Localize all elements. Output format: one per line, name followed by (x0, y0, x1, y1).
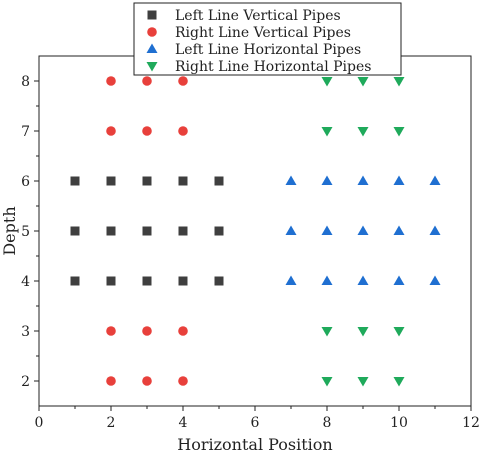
data-point-series-3 (393, 377, 405, 387)
data-point-series-0 (178, 226, 188, 236)
data-point-series-2 (285, 225, 297, 235)
data-point-series-2 (429, 175, 441, 185)
y-tick-label: 8 (21, 74, 30, 90)
legend-marker-1 (147, 27, 157, 37)
data-point-series-2 (321, 225, 333, 235)
data-point-series-3 (357, 377, 369, 387)
data-point-series-0 (70, 276, 80, 286)
data-point-series-0 (106, 176, 116, 186)
x-tick-label: 2 (107, 415, 116, 431)
data-point-series-0 (70, 226, 80, 236)
legend-marker-3 (146, 62, 158, 72)
data-point-series-2 (429, 275, 441, 285)
data-point-series-0 (214, 226, 224, 236)
data-point-series-0 (106, 276, 116, 286)
legend-label-3: Right Line Horizontal Pipes (175, 59, 371, 75)
data-point-series-3 (321, 327, 333, 337)
y-axis-title: Depth (0, 206, 19, 255)
data-point-series-0 (106, 226, 116, 236)
data-point-series-1 (142, 126, 152, 136)
x-tick-label: 8 (323, 415, 332, 431)
axes: 0 2 4 6 8 10 12 2 3 4 5 6 7 8 (21, 74, 480, 431)
data-point-series-1 (142, 76, 152, 86)
data-point-series-1 (142, 376, 152, 386)
data-point-series-3 (357, 327, 369, 337)
data-point-series-1 (178, 326, 188, 336)
data-point-series-0 (214, 276, 224, 286)
data-point-series-2 (357, 275, 369, 285)
data-point-series-0 (178, 276, 188, 286)
x-tick-label: 6 (251, 415, 260, 431)
plot-area (38, 55, 472, 407)
data-point-series-1 (106, 326, 116, 336)
x-tick-label: 4 (179, 415, 188, 431)
data-point-series-3 (357, 127, 369, 137)
data-point-series-2 (321, 275, 333, 285)
data-point-series-0 (214, 176, 224, 186)
legend-label-2: Left Line Horizontal Pipes (175, 42, 361, 58)
legend-label-0: Left Line Vertical Pipes (175, 8, 341, 24)
data-point-series-1 (178, 376, 188, 386)
data-point-series-0 (142, 226, 152, 236)
data-marks (70, 76, 441, 387)
data-point-series-3 (357, 77, 369, 87)
data-point-series-0 (142, 276, 152, 286)
y-tick-label: 7 (21, 124, 30, 140)
x-tick-label: 12 (462, 415, 480, 431)
data-point-series-3 (321, 127, 333, 137)
y-tick-label: 6 (21, 174, 30, 190)
data-point-series-2 (393, 175, 405, 185)
legend-marker-2 (146, 43, 158, 53)
data-point-series-1 (106, 76, 116, 86)
data-point-series-0 (178, 176, 188, 186)
data-point-series-1 (106, 126, 116, 136)
y-tick-label: 2 (21, 374, 30, 390)
data-point-series-3 (321, 77, 333, 87)
data-point-series-0 (70, 176, 80, 186)
data-point-series-2 (321, 175, 333, 185)
data-point-series-2 (429, 225, 441, 235)
y-tick-label: 4 (21, 274, 30, 290)
data-point-series-2 (285, 275, 297, 285)
data-point-series-3 (393, 327, 405, 337)
x-tick-label: 10 (390, 415, 408, 431)
legend-label-1: Right Line Vertical Pipes (175, 25, 351, 41)
data-point-series-2 (285, 175, 297, 185)
data-point-series-2 (357, 225, 369, 235)
data-point-series-1 (178, 76, 188, 86)
data-point-series-1 (178, 126, 188, 136)
data-point-series-2 (393, 225, 405, 235)
data-point-series-3 (393, 77, 405, 87)
data-point-series-0 (142, 176, 152, 186)
legend-marker-0 (147, 10, 157, 20)
x-axis-title: Horizontal Position (177, 435, 332, 454)
data-point-series-2 (357, 175, 369, 185)
data-point-series-3 (393, 127, 405, 137)
data-point-series-1 (106, 376, 116, 386)
data-point-series-3 (321, 377, 333, 387)
y-tick-label: 3 (21, 324, 30, 340)
data-point-series-1 (142, 326, 152, 336)
y-tick-label: 5 (21, 224, 30, 240)
x-tick-label: 0 (35, 415, 44, 431)
data-point-series-2 (393, 275, 405, 285)
legend-box (133, 2, 402, 76)
